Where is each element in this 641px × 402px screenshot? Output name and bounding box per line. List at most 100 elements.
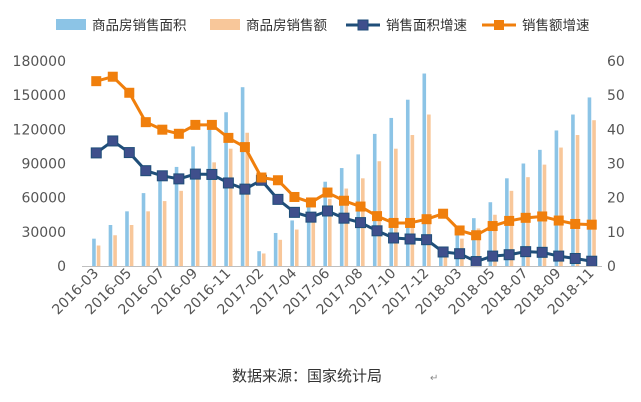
line-marker	[470, 256, 482, 268]
bar-amount	[344, 188, 349, 266]
legend-label: 商品房销售额	[246, 18, 327, 34]
bar-area	[240, 87, 245, 266]
bar-amount	[212, 162, 216, 266]
y-right-tick-label: 50	[607, 88, 625, 104]
lines	[90, 71, 598, 268]
line-marker	[322, 187, 333, 198]
bar-area	[554, 130, 559, 266]
bar-amount	[394, 148, 398, 266]
line-marker	[140, 117, 151, 128]
line-marker	[124, 87, 135, 98]
line-marker	[586, 219, 597, 230]
legend-label: 销售面积增速	[386, 18, 467, 34]
bar-amount	[592, 120, 596, 266]
line-marker	[156, 170, 168, 182]
line-marker	[454, 248, 466, 260]
line-marker	[520, 212, 531, 223]
line-marker	[288, 206, 300, 218]
line-marker	[537, 211, 548, 222]
bar-area	[224, 112, 228, 266]
bar-area	[257, 251, 261, 266]
y-left-tick-label: 60000	[21, 191, 66, 207]
line-marker	[421, 234, 433, 246]
bar-area	[92, 238, 96, 266]
bar-amount	[113, 235, 117, 266]
y-left-axis: 0 30000 60000 90000 120000 150000 180000	[13, 54, 66, 275]
line-marker	[190, 119, 201, 130]
bar-area	[290, 220, 294, 266]
bar-amount	[245, 132, 249, 266]
line-marker	[305, 197, 316, 208]
line-marker	[404, 233, 416, 245]
line-marker	[123, 147, 135, 159]
line-marker	[570, 218, 581, 229]
y-right-axis: 0 10 20 30 40 50 60	[607, 54, 625, 275]
line-marker	[338, 212, 350, 224]
bar-amount	[96, 245, 101, 266]
line-marker	[405, 217, 416, 228]
legend-swatch	[56, 19, 86, 30]
legend-marker	[494, 20, 504, 30]
line-marker	[157, 124, 168, 135]
bar-area	[174, 166, 179, 266]
line-marker	[272, 175, 283, 186]
y-left-tick-label: 120000	[13, 122, 66, 138]
line-marker	[487, 221, 498, 232]
bar-area	[306, 205, 311, 266]
line-marker	[321, 205, 333, 217]
line-marker	[189, 168, 201, 180]
y-left-tick-label: 30000	[21, 225, 66, 241]
legend-swatch	[210, 19, 240, 30]
y-left-tick-label: 180000	[13, 54, 66, 70]
y-right-tick-label: 60	[607, 54, 625, 70]
line-marker	[339, 195, 349, 206]
y-left-tick-label: 150000	[13, 88, 66, 104]
line-marker	[372, 211, 383, 222]
line-marker	[438, 208, 449, 219]
line-marker	[421, 214, 432, 225]
bar-amount	[294, 229, 299, 266]
line-marker	[107, 71, 118, 82]
bar-area	[273, 232, 278, 266]
line-marker	[355, 201, 366, 212]
return-mark: ↵	[430, 373, 438, 384]
x-axis: 2016-032016-052016-072016-092016-112017-…	[49, 265, 602, 318]
bar-area	[125, 211, 129, 266]
bars	[92, 73, 596, 266]
bar-area	[372, 133, 377, 266]
bar-area	[472, 218, 476, 266]
bar-area	[158, 173, 162, 266]
bar-amount	[162, 201, 167, 266]
bar-amount	[146, 211, 150, 266]
line-marker	[471, 230, 482, 241]
line-marker	[503, 249, 515, 261]
y-right-tick-label: 20	[607, 191, 625, 207]
line-marker	[586, 255, 598, 267]
bar-area	[389, 117, 394, 266]
bar-area	[191, 146, 195, 266]
line-marker	[91, 76, 102, 87]
bar-amount	[327, 198, 332, 266]
line-marker	[520, 246, 532, 258]
line-marker	[140, 165, 152, 177]
bar-amount	[278, 239, 283, 266]
bar-area	[141, 193, 146, 266]
bar-amount	[575, 135, 580, 266]
series-line-amount-growth	[95, 75, 592, 237]
bar-amount	[476, 228, 481, 266]
bar-amount	[559, 147, 563, 266]
source-note: 数据来源：国家统计局	[232, 367, 382, 385]
y-right-tick-label: 40	[607, 122, 625, 138]
line-marker	[553, 250, 565, 262]
line-marker	[107, 135, 119, 147]
bar-amount	[493, 214, 497, 266]
bar-amount	[129, 225, 134, 266]
line-marker	[355, 217, 367, 229]
line-marker	[223, 132, 234, 143]
line-marker	[487, 250, 499, 262]
line-marker	[206, 119, 217, 130]
line-marker	[90, 147, 102, 159]
bar-amount	[228, 148, 233, 266]
line-marker	[437, 246, 449, 258]
